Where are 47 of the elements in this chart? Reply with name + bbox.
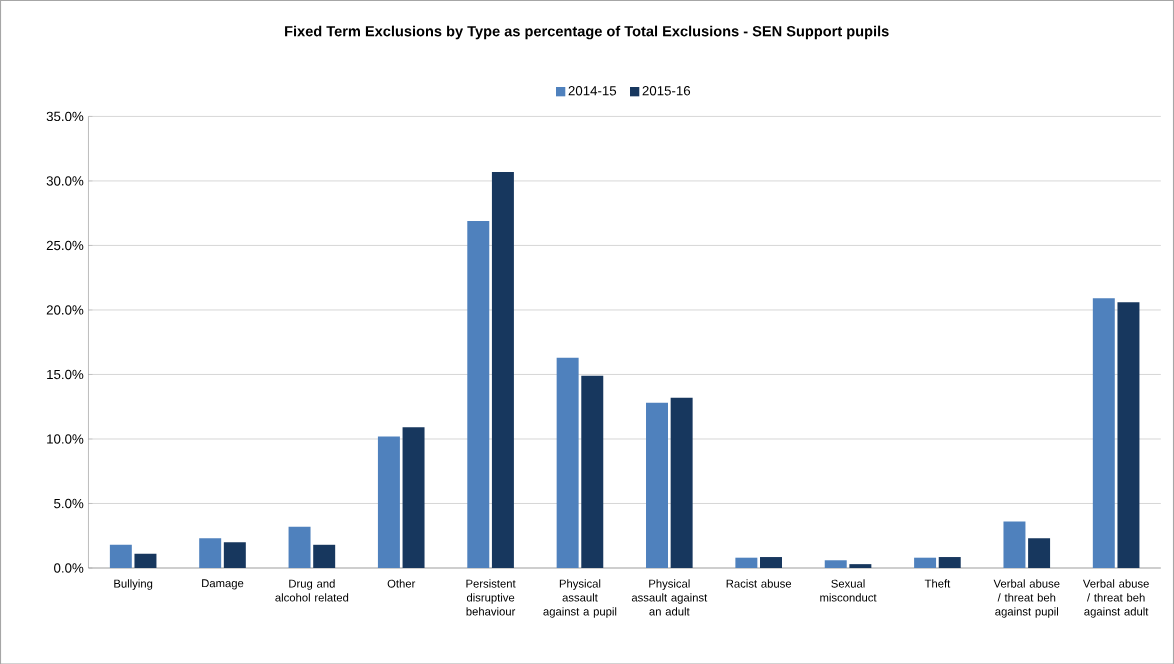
- bar: [134, 553, 157, 568]
- y-tick-label: 25.0%: [46, 240, 84, 250]
- x-tick-label: Physical assault against an adult: [631, 579, 708, 616]
- x-tick-label: Damage: [202, 579, 244, 590]
- bar: [581, 375, 604, 568]
- chart-title: Fixed Term Exclusions by Type as percentage of Total Exclusions - SEN Support pupils: [285, 25, 889, 40]
- bar: [824, 560, 847, 568]
- bar: [467, 220, 490, 568]
- bar: [760, 556, 782, 568]
- bar: [223, 541, 246, 568]
- bar: [199, 538, 222, 568]
- legend-label: 2014-15: [568, 85, 617, 96]
- x-tick-label: Theft: [924, 579, 951, 588]
- bar: [1028, 538, 1051, 568]
- x-tick-label: Racist abuse: [726, 579, 792, 588]
- x-tick-label: Persistent disruptive behaviour: [466, 579, 516, 616]
- y-tick-label: 0.0%: [54, 563, 84, 573]
- bar: [491, 171, 514, 568]
- bar: [313, 544, 336, 568]
- bar: [402, 427, 425, 568]
- bar: [556, 357, 579, 568]
- y-tick-label: 35.0%: [46, 111, 84, 121]
- y-tick-label: 20.0%: [46, 305, 84, 315]
- bar: [646, 402, 668, 568]
- x-tick-label: Bullying: [114, 579, 153, 590]
- x-tick-label: Other: [387, 579, 416, 588]
- bar: [938, 556, 961, 568]
- bar: [377, 436, 400, 568]
- legend-label: 2015-16: [642, 85, 691, 96]
- x-tick-label: Sexual misconduct: [820, 579, 877, 602]
- bar: [1003, 521, 1026, 568]
- x-tick-label: Physical assault against a pupil: [543, 579, 617, 618]
- bar: [1117, 302, 1140, 568]
- y-tick-label: 10.0%: [47, 434, 84, 444]
- x-tick-label: Drug and alcohol related: [275, 579, 349, 602]
- bar: [1092, 298, 1115, 568]
- bar: [914, 557, 937, 568]
- y-tick-label: 30.0%: [46, 176, 84, 186]
- bar: [735, 557, 758, 568]
- bar: [288, 526, 311, 568]
- x-tick-label: Verbal abuse / threat beh against pupil: [993, 579, 1060, 618]
- bar: [109, 544, 132, 568]
- x-tick-label: Verbal abuse / threat beh against adult: [1082, 579, 1149, 618]
- bar: [849, 563, 872, 568]
- bar: [670, 397, 693, 568]
- y-tick-label: 5.0%: [54, 498, 84, 508]
- y-tick-label: 15.0%: [47, 369, 84, 379]
